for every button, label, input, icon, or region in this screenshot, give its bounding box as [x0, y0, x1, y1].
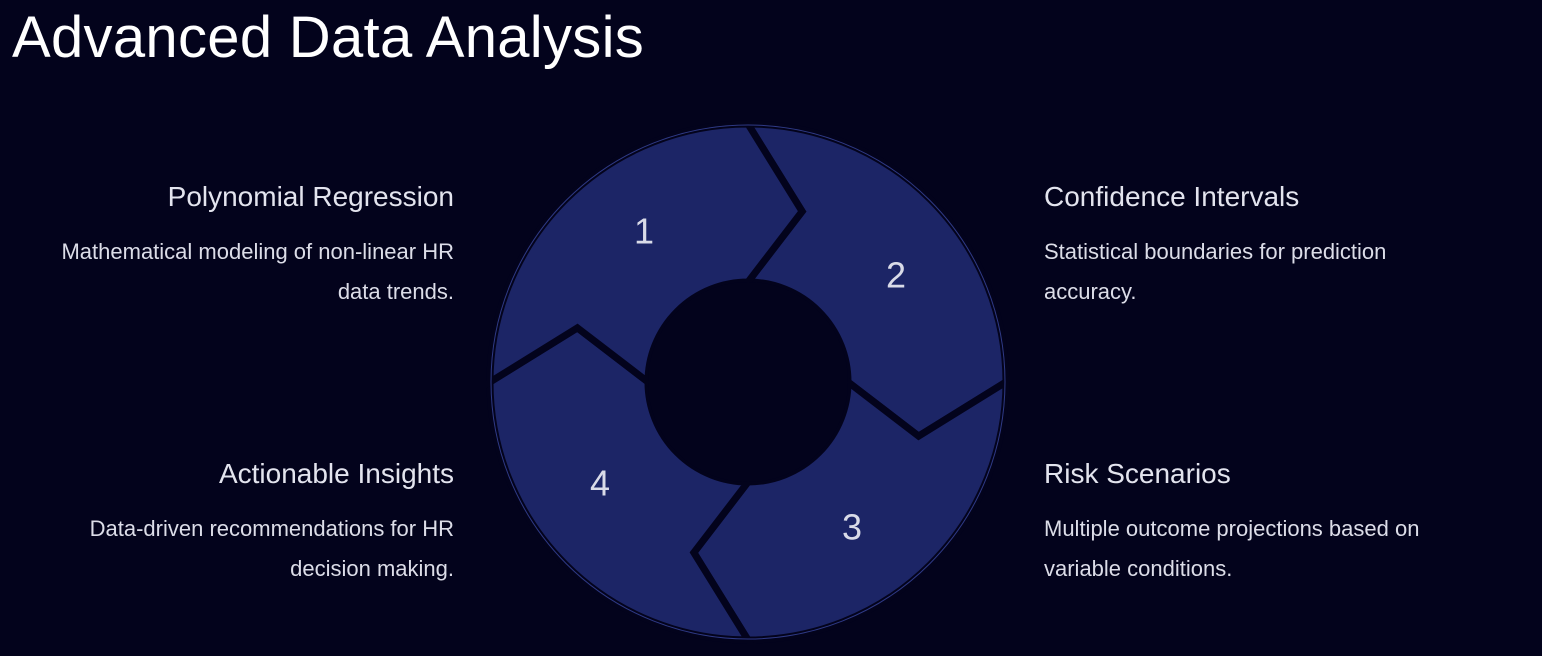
segment-number-4: 4 [590, 463, 610, 504]
segment-number-3: 3 [842, 507, 862, 548]
step-4-description: Data-driven recommendations for HR decis… [89, 516, 454, 581]
step-3-block: Risk Scenarios Multiple outcome projecti… [1044, 457, 1484, 589]
step-3-title: Risk Scenarios [1044, 458, 1231, 489]
cycle-outer-rim [490, 124, 1006, 640]
cycle-center-hole [648, 282, 848, 482]
step-2-description: Statistical boundaries for prediction ac… [1044, 239, 1387, 304]
step-2-title: Confidence Intervals [1044, 181, 1300, 212]
segment-number-1: 1 [634, 211, 654, 252]
step-4-title: Actionable Insights [218, 458, 454, 489]
step-1-description: Mathematical modeling of non-linear HR d… [61, 239, 454, 304]
page-title: Advanced Data Analysis [12, 5, 645, 70]
step-1-block: Polynomial Regression Mathematical model… [34, 180, 454, 312]
step-4-block: Actionable Insights Data-driven recommen… [34, 457, 454, 589]
step-3-description: Multiple outcome projections based on va… [1044, 516, 1420, 581]
step-1-title: Polynomial Regression [167, 181, 454, 212]
step-2-block: Confidence Intervals Statistical boundar… [1044, 180, 1464, 312]
segment-number-2: 2 [886, 255, 906, 296]
